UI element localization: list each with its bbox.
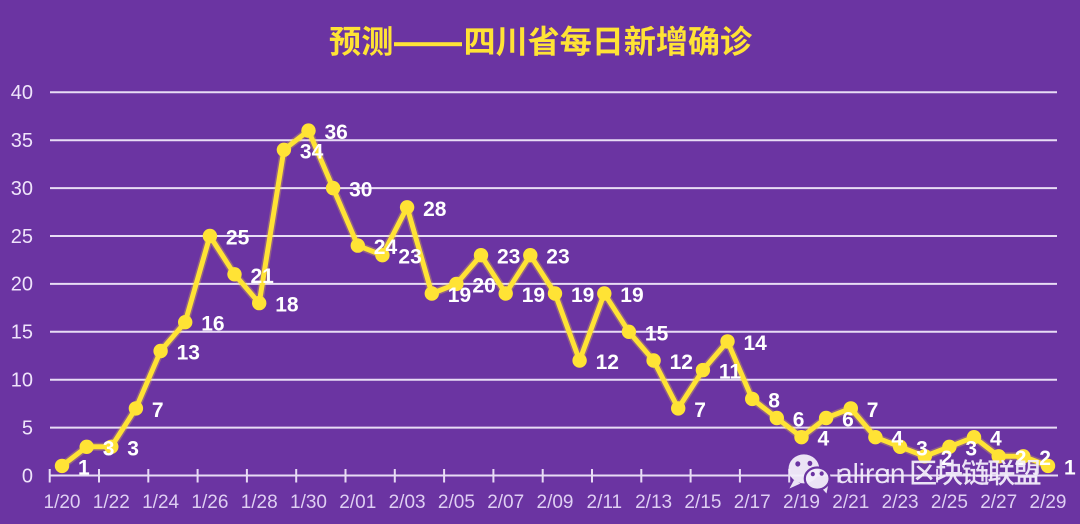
svg-text:3: 3 bbox=[916, 437, 928, 460]
svg-text:1/24: 1/24 bbox=[142, 492, 179, 513]
svg-text:8: 8 bbox=[768, 389, 780, 412]
svg-text:21: 21 bbox=[251, 265, 275, 288]
svg-text:1/20: 1/20 bbox=[44, 492, 81, 513]
svg-text:12: 12 bbox=[596, 351, 619, 374]
svg-text:14: 14 bbox=[744, 332, 768, 355]
svg-text:2: 2 bbox=[1039, 447, 1051, 470]
svg-text:2/21: 2/21 bbox=[832, 492, 869, 513]
svg-text:25: 25 bbox=[11, 226, 33, 248]
svg-text:1/26: 1/26 bbox=[191, 492, 228, 513]
svg-text:34: 34 bbox=[300, 140, 324, 163]
svg-text:18: 18 bbox=[275, 294, 299, 317]
svg-text:2/09: 2/09 bbox=[537, 492, 574, 513]
svg-text:19: 19 bbox=[571, 284, 594, 307]
svg-text:16: 16 bbox=[201, 313, 224, 336]
svg-text:23: 23 bbox=[497, 246, 520, 269]
svg-text:11: 11 bbox=[719, 361, 742, 384]
svg-text:1: 1 bbox=[1064, 456, 1076, 479]
svg-text:24: 24 bbox=[374, 236, 398, 259]
svg-text:1/22: 1/22 bbox=[93, 492, 130, 513]
svg-text:36: 36 bbox=[325, 121, 348, 144]
svg-text:2/13: 2/13 bbox=[635, 492, 672, 513]
svg-text:4: 4 bbox=[818, 428, 830, 451]
svg-text:23: 23 bbox=[546, 246, 569, 269]
svg-text:35: 35 bbox=[11, 130, 33, 152]
svg-text:20: 20 bbox=[11, 274, 33, 296]
svg-text:13: 13 bbox=[177, 342, 200, 365]
svg-text:2: 2 bbox=[1015, 447, 1027, 470]
svg-text:25: 25 bbox=[226, 227, 250, 250]
svg-text:7: 7 bbox=[867, 399, 879, 422]
svg-text:2/03: 2/03 bbox=[389, 492, 426, 513]
svg-text:28: 28 bbox=[423, 198, 447, 221]
svg-text:aliren: aliren bbox=[837, 458, 905, 489]
svg-text:2/15: 2/15 bbox=[684, 492, 721, 513]
svg-text:2/19: 2/19 bbox=[783, 492, 820, 513]
svg-text:1: 1 bbox=[78, 456, 90, 479]
svg-text:2: 2 bbox=[941, 447, 953, 470]
svg-text:2/29: 2/29 bbox=[1030, 492, 1067, 513]
svg-text:1/28: 1/28 bbox=[241, 492, 278, 513]
svg-text:7: 7 bbox=[694, 399, 706, 422]
svg-text:1/30: 1/30 bbox=[290, 492, 327, 513]
svg-text:12: 12 bbox=[670, 351, 693, 374]
svg-text:2/07: 2/07 bbox=[487, 492, 524, 513]
svg-text:30: 30 bbox=[11, 178, 33, 200]
svg-text:20: 20 bbox=[472, 274, 495, 297]
svg-text:10: 10 bbox=[11, 370, 33, 392]
svg-text:19: 19 bbox=[522, 284, 545, 307]
svg-text:23: 23 bbox=[398, 246, 421, 269]
svg-text:6: 6 bbox=[842, 409, 854, 432]
svg-text:3: 3 bbox=[103, 437, 115, 460]
svg-text:3: 3 bbox=[965, 437, 977, 460]
svg-text:2/01: 2/01 bbox=[339, 492, 376, 513]
svg-text:2/25: 2/25 bbox=[931, 492, 968, 513]
svg-text:4: 4 bbox=[990, 428, 1002, 451]
svg-text:7: 7 bbox=[152, 399, 164, 422]
svg-text:19: 19 bbox=[620, 284, 643, 307]
svg-text:30: 30 bbox=[349, 179, 372, 202]
svg-text:2/23: 2/23 bbox=[882, 492, 919, 513]
svg-text:2/05: 2/05 bbox=[438, 492, 475, 513]
svg-text:6: 6 bbox=[793, 409, 805, 432]
svg-text:19: 19 bbox=[448, 284, 471, 307]
svg-text:2/11: 2/11 bbox=[587, 492, 623, 513]
svg-text:3: 3 bbox=[127, 437, 139, 460]
svg-text:40: 40 bbox=[11, 82, 33, 104]
svg-text:2/27: 2/27 bbox=[980, 492, 1017, 513]
svg-text:15: 15 bbox=[645, 322, 669, 345]
svg-text:5: 5 bbox=[22, 417, 33, 439]
svg-text:4: 4 bbox=[891, 428, 903, 451]
svg-text:2/17: 2/17 bbox=[734, 492, 771, 513]
svg-text:0: 0 bbox=[22, 465, 33, 487]
svg-text:15: 15 bbox=[11, 322, 33, 344]
